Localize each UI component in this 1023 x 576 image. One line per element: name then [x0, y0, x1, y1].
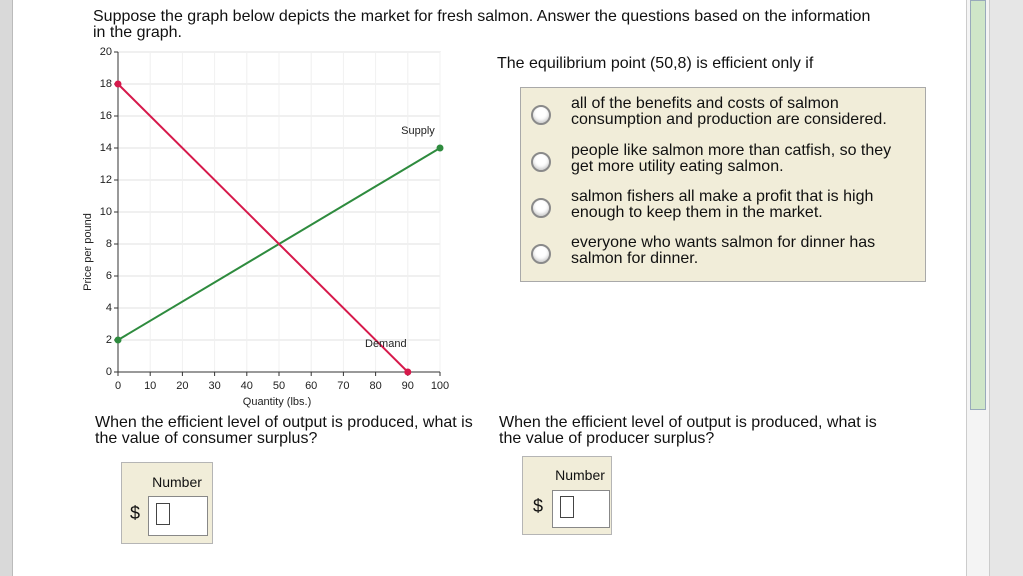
- left-border: [0, 0, 13, 576]
- chart: 0 2 4 6 8 10 12 14 16 18 20 0 10 20 30 40 50 60 70 80 90 100 Q…: [82, 46, 449, 408]
- x-tick-label: 50: [273, 380, 285, 392]
- x-tick-label: 10: [144, 380, 156, 392]
- field-label: Number: [152, 474, 202, 490]
- radio-button[interactable]: [531, 105, 551, 125]
- x-tick-label: 40: [241, 380, 253, 392]
- y-tick-label: 18: [100, 78, 112, 90]
- y-tick-label: 8: [106, 238, 112, 250]
- answer-question: When the efficient level of output is pr…: [499, 414, 877, 447]
- x-tick-label: 80: [369, 380, 381, 392]
- series-label: Demand: [365, 338, 407, 350]
- mc-prompt: The equilibrium point (50,8) is efficien…: [497, 55, 814, 72]
- input-cursor-cell[interactable]: [156, 503, 170, 525]
- radio-button[interactable]: [531, 244, 551, 264]
- endpoint: [114, 336, 122, 344]
- x-tick-label: 30: [208, 380, 220, 392]
- series-line: [117, 83, 409, 373]
- y-tick-label: 16: [100, 110, 112, 122]
- series-label: Supply: [401, 125, 435, 137]
- x-tick-label: 60: [305, 380, 317, 392]
- endpoint: [436, 144, 444, 152]
- y-tick-label: 10: [100, 206, 112, 218]
- y-axis-label: Price per pound: [82, 213, 94, 291]
- radio-button[interactable]: [531, 198, 551, 218]
- option-text[interactable]: salmon fishers all make a profit that is…: [571, 188, 874, 221]
- options-box: [520, 87, 926, 282]
- endpoint: [404, 368, 412, 376]
- y-tick-label: 6: [106, 270, 112, 282]
- question-text: Suppose the graph below depicts the mark…: [93, 8, 871, 41]
- right-border: [990, 0, 1023, 576]
- y-tick-label: 14: [100, 142, 112, 154]
- x-axis-label: Quantity (lbs.): [243, 396, 311, 408]
- y-tick-label: 12: [100, 174, 112, 186]
- option-text[interactable]: everyone who wants salmon for dinner has…: [571, 234, 876, 267]
- y-tick-label: 4: [106, 302, 112, 314]
- field-label: Number: [555, 467, 605, 483]
- x-tick-label: 20: [176, 380, 188, 392]
- y-tick-label: 2: [106, 334, 112, 346]
- y-tick-label: 20: [100, 46, 112, 58]
- currency-sign: $: [130, 503, 141, 523]
- x-tick-label: 70: [337, 380, 349, 392]
- y-tick-label: 0: [106, 366, 112, 378]
- scroll-thumb[interactable]: [970, 0, 986, 410]
- option-text[interactable]: people like salmon more than catfish, so…: [571, 142, 892, 175]
- endpoint: [114, 80, 122, 88]
- answer-question: When the efficient level of output is pr…: [95, 414, 473, 447]
- x-tick-label: 0: [115, 380, 121, 392]
- radio-button[interactable]: [531, 152, 551, 172]
- option-text[interactable]: all of the benefits and costs of salmon …: [571, 95, 887, 128]
- currency-sign: $: [533, 496, 544, 516]
- input-cursor-cell[interactable]: [560, 496, 574, 518]
- x-tick-label: 90: [402, 380, 414, 392]
- x-tick-label: 100: [431, 380, 449, 392]
